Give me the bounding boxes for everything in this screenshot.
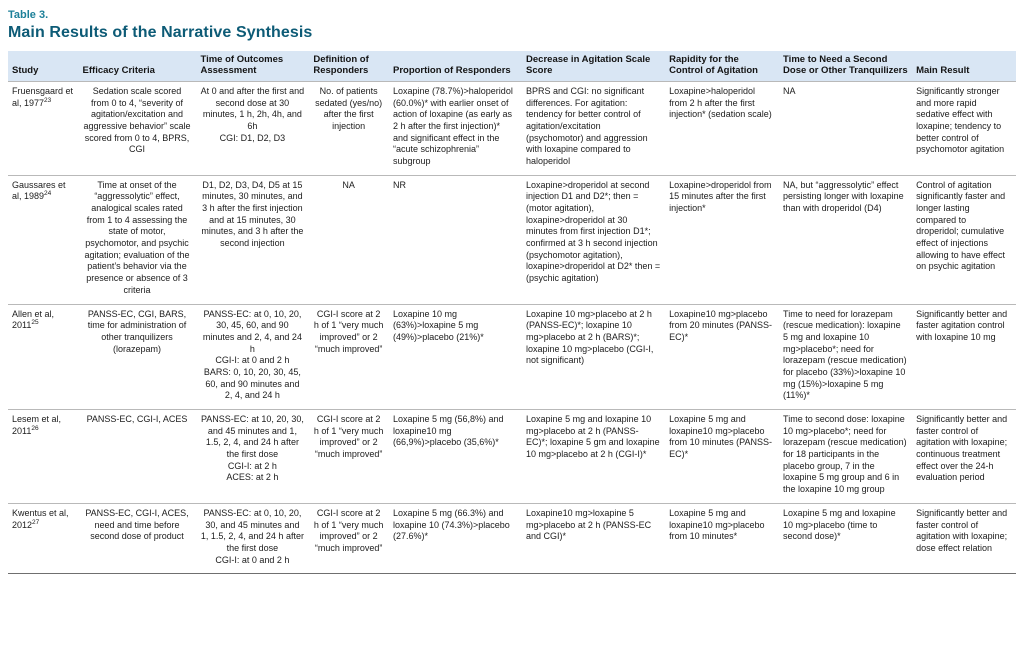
table-cell: Loxapine 5 mg and loxapine 10 mg>placebo… [522, 409, 666, 504]
column-header: Time of Outcomes Assessment [196, 51, 310, 82]
table-cell: Significantly better and faster agitatio… [912, 303, 1016, 410]
table-body: Fruensgaard et al, 197723 Sedation scale … [8, 80, 1016, 574]
table-cell: Loxapine10 mg>placebo from 20 minutes (P… [665, 303, 780, 410]
study-cell: Gaussares et al, 198924 [8, 174, 79, 305]
table-header-row: Study Efficacy Criteria Time of Outcomes A… [8, 51, 1016, 82]
table-cell: Significantly stronger and more rapid se… [912, 80, 1016, 176]
column-header: Main Result [912, 51, 1016, 82]
table-cell: NA [309, 174, 389, 305]
study-name: Gaussares et al, 1989 [12, 179, 66, 202]
table-cell: PANSS-EC: at 0, 10, 20, 30, and 45 minut… [196, 502, 310, 574]
table-cell: CGI-I score at 2 h of 1 “very much impro… [309, 502, 389, 574]
table-row: Fruensgaard et al, 197723 Sedation scale … [8, 80, 1016, 176]
study-cell: Fruensgaard et al, 197723 [8, 80, 79, 176]
reference-number: 27 [32, 518, 40, 526]
table-cell: Loxapine>droperidol at second injection … [522, 174, 666, 305]
study-cell: Kwentus et al, 201227 [8, 502, 79, 574]
table-cell: Loxapine 5 mg and loxapine10 mg>placebo … [665, 502, 780, 574]
page-title: Main Results of the Narrative Synthesis [8, 24, 313, 41]
table-cell: NA, but “aggressolytic” effect persistin… [779, 174, 913, 305]
table-cell: BPRS and CGI: no significant differences… [522, 80, 666, 176]
table-cell: Loxapine 5 mg (56,8%) and loxapine10 mg … [388, 409, 523, 504]
table-cell: Loxapine 5 mg (66.3%) and loxapine 10 (7… [388, 502, 523, 574]
table-cell: NR [388, 174, 523, 305]
table-cell: Time to need for lorazepam (rescue medic… [779, 303, 913, 410]
table-cell: PANSS-EC, CGI, BARS, time for administra… [78, 303, 197, 410]
reference-number: 25 [31, 319, 39, 327]
table-cell: PANSS-EC: at 0, 10, 20, 30, 45, 60, and … [196, 303, 310, 410]
table-cell: Loxapine 10 mg>placebo at 2 h (PANSS-EC)… [522, 303, 666, 410]
table-cell: Significantly better and faster control … [912, 409, 1016, 504]
table-cell: Loxapine 5 mg and loxapine10 mg>placebo … [665, 409, 780, 504]
column-header: Rapidity for the Control of Agitation [665, 51, 780, 82]
column-header: Decrease in Agitation Scale Score [522, 51, 666, 82]
table-cell: Loxapine>droperidol from 15 minutes afte… [665, 174, 780, 305]
table-cell: Loxapine 5 mg and loxapine 10 mg>placebo… [779, 502, 913, 574]
reference-number: 26 [31, 424, 39, 432]
table-cell: No. of patients sedated (yes/no) after t… [309, 80, 389, 176]
table-cell: PANSS-EC, CGI-I, ACES [78, 409, 197, 504]
table-cell: PANSS-EC, CGI-I, ACES, need and time bef… [78, 502, 197, 574]
table-cell: CGI-I score at 2 h of 1 “very much impro… [309, 409, 389, 504]
study-name: Fruensgaard et al, 1977 [12, 85, 74, 108]
table-cell: NA [779, 80, 913, 176]
study-name: Kwentus et al, 2012 [12, 507, 69, 530]
column-header: Study [8, 51, 79, 82]
table-row: Allen et al, 201125 PANSS-EC, CGI, BARS, … [8, 303, 1016, 410]
study-name: Lesem et al, 2011 [12, 414, 62, 436]
column-header: Proportion of Responders [388, 51, 523, 82]
table-row: Gaussares et al, 198924 Time at onset of … [8, 174, 1016, 305]
table-cell: Loxapine10 mg>loxapine 5 mg>placebo at 2… [522, 502, 666, 574]
table-cell: Significantly better and faster control … [912, 502, 1016, 574]
table-cell: At 0 and after the first and second dose… [196, 80, 310, 176]
table-cell: D1, D2, D3, D4, D5 at 15 minutes, 30 min… [196, 174, 310, 305]
table-cell: Loxapine (78.7%)>haloperidol (60.0%)* wi… [388, 80, 523, 176]
column-header: Efficacy Criteria [78, 51, 197, 82]
reference-number: 23 [44, 96, 52, 104]
table-cell: Time to second dose: loxapine 10 mg>plac… [779, 409, 913, 504]
table-cell: Control of agitation significantly faste… [912, 174, 1016, 305]
column-header: Time to Need a Second Dose or Other Tran… [779, 51, 913, 82]
reference-number: 24 [44, 190, 52, 198]
table-row: Kwentus et al, 201227 PANSS-EC, CGI-I, AC… [8, 502, 1016, 574]
table-cell: Sedation scale scored from 0 to 4, “seve… [78, 80, 197, 176]
table-cell: PANSS-EC: at 10, 20, 30, and 45 minutes … [196, 409, 310, 504]
study-cell: Lesem et al, 201126 [8, 409, 79, 504]
table-number-label: Table 3. [8, 9, 49, 21]
study-cell: Allen et al, 201125 [8, 303, 79, 410]
table-cell: Loxapine>haloperidol from 2 h after the … [665, 80, 780, 176]
table-header: Study Efficacy Criteria Time of Outcomes A… [8, 51, 1016, 82]
table-cell: Loxapine 10 mg (63%)>loxapine 5 mg (49%)… [388, 303, 523, 410]
column-header: Definition of Responders [309, 51, 389, 82]
table-cell: Time at onset of the “aggressolytic” eff… [78, 174, 197, 305]
study-name: Allen et al, 2011 [12, 308, 55, 331]
table-row: Lesem et al, 201126 PANSS-EC, CGI-I, ACES… [8, 409, 1016, 504]
results-table: Study Efficacy Criteria Time of Outcomes A… [8, 51, 1016, 575]
table-cell: CGI-I score at 2 h of 1 “very much impro… [309, 303, 389, 410]
page: Table 3. Main Results of the Narrative S… [8, 9, 1016, 575]
